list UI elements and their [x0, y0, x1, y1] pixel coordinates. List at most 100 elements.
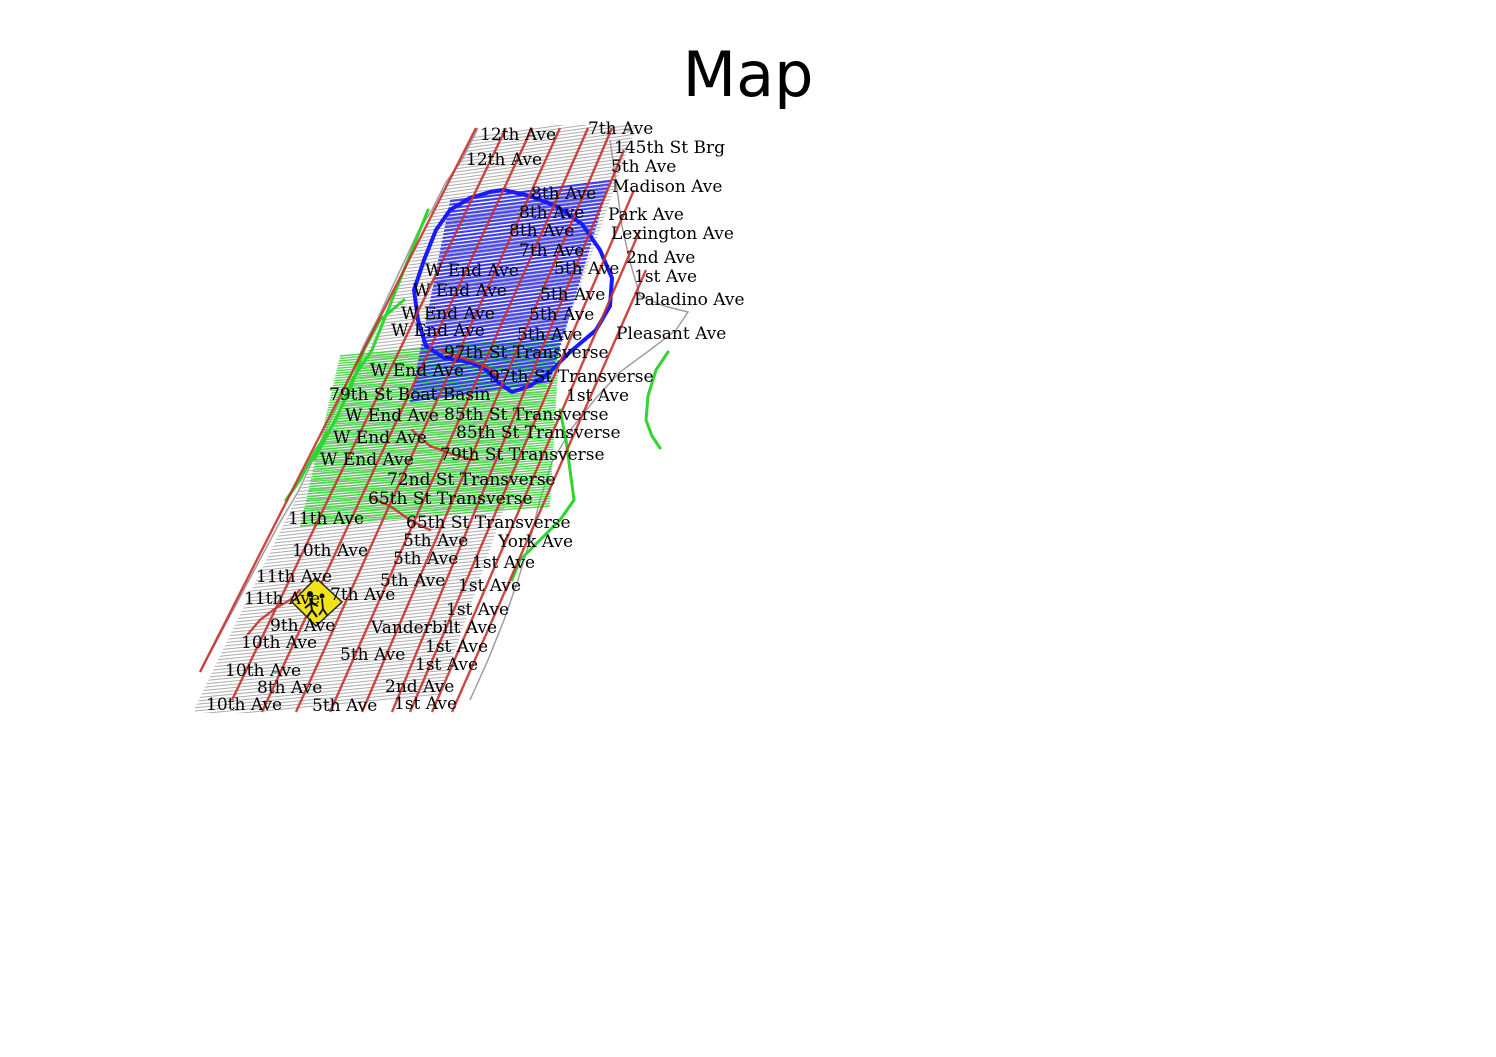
- avenue-line: [294, 127, 562, 713]
- street-label: 1st Ave: [472, 553, 535, 573]
- cross-street: [213, 645, 457, 671]
- avenue-line: [246, 588, 302, 636]
- highlighted-block: [427, 291, 577, 314]
- cross-street: [247, 573, 482, 599]
- park-edge-path: [644, 350, 670, 450]
- highlighted-block: [440, 224, 597, 247]
- cross-street: [266, 535, 495, 561]
- highlighted-block: [437, 242, 592, 266]
- street-label: 1st Ave: [394, 694, 457, 714]
- cross-street: [234, 600, 473, 626]
- cross-street: [209, 652, 455, 678]
- street-label: Vanderbilt Ave: [370, 618, 497, 638]
- highlighted-block: [436, 246, 591, 269]
- street-label: 5th Ave: [380, 571, 445, 591]
- highlighted-block: [429, 283, 580, 306]
- pedestrian-crossing-warning-icon[interactable]: [290, 576, 344, 628]
- street-label: Paladino Ave: [634, 290, 745, 310]
- street-label: Park Ave: [608, 205, 684, 225]
- highlighted-block: [429, 279, 581, 303]
- highlighted-block: [435, 253, 588, 277]
- highlighted-block: [435, 250, 590, 273]
- street-label: 11th Ave: [244, 589, 320, 609]
- park-path: [324, 399, 557, 421]
- street-label: Madison Ave: [612, 177, 722, 197]
- street-label: W End Ave: [413, 281, 507, 301]
- park-path: [312, 451, 554, 473]
- street-label: 10th Ave: [241, 633, 317, 653]
- cross-street: [453, 147, 629, 173]
- street-label: 5th Ave: [517, 325, 582, 345]
- highlighted-block: [438, 239, 593, 262]
- street-label: 1st Ave: [425, 637, 488, 657]
- highlighted-block: [423, 309, 572, 332]
- highlighted-block: [415, 350, 560, 373]
- cross-street: [458, 137, 632, 163]
- avenue-line: [408, 189, 636, 713]
- street-label: 8th Ave: [531, 184, 596, 204]
- street-label: 2nd Ave: [626, 248, 695, 268]
- cross-street: [415, 226, 602, 252]
- street-label: 1st Ave: [634, 267, 697, 287]
- cross-street: [448, 158, 625, 184]
- park-path: [318, 426, 555, 448]
- street-label: 145th St Brg: [614, 138, 725, 158]
- park-path: [313, 448, 554, 471]
- cross-street: [239, 590, 476, 616]
- street-label: 5th Ave: [403, 531, 468, 551]
- street-label: 5th Ave: [393, 549, 458, 569]
- cross-street: [281, 504, 506, 530]
- highlighted-block: [446, 198, 605, 221]
- avenue-line: [430, 229, 642, 713]
- highlighted-block: [433, 261, 586, 284]
- cross-street: [218, 635, 461, 661]
- cross-street: [219, 631, 462, 657]
- highlighted-block: [413, 361, 556, 384]
- street-label: 5th Ave: [554, 259, 619, 279]
- cross-street: [455, 144, 630, 170]
- highlighted-block: [426, 298, 575, 321]
- park-path: [302, 495, 551, 517]
- avenues: [198, 127, 648, 713]
- highlighted-block: [424, 305, 573, 329]
- avenue-line: [390, 149, 626, 713]
- park-path: [326, 394, 557, 416]
- park-path: [303, 490, 551, 512]
- park-path: [305, 483, 552, 505]
- cross-street: [261, 545, 491, 571]
- park-path: [322, 409, 556, 431]
- street-label: 7th Ave: [588, 119, 653, 139]
- park-edge-path: [312, 298, 406, 462]
- avenue-line: [360, 127, 614, 713]
- highlighted-block: [426, 294, 576, 317]
- highlight-outline: [412, 188, 614, 394]
- street-label: 7th Ave: [519, 241, 584, 261]
- street-label: 12th Ave: [480, 125, 556, 145]
- street-label: 10th Ave: [225, 661, 301, 681]
- park-path: [312, 453, 554, 475]
- park-path: [332, 364, 559, 387]
- park-path: [314, 443, 554, 466]
- highlighted-block: [432, 265, 585, 288]
- park-path: [327, 389, 557, 411]
- park-path: [309, 465, 553, 488]
- cross-street: [276, 515, 502, 541]
- cross-street: [272, 521, 500, 547]
- cross-street: [254, 559, 487, 585]
- highlighted-block: [428, 287, 578, 310]
- cross-street: [264, 539, 494, 565]
- street-label: Pleasant Ave: [616, 324, 726, 344]
- cross-street: [464, 125, 636, 149]
- park-path: [315, 438, 554, 461]
- street-label: 1st Ave: [566, 386, 629, 406]
- street-label: 5th Ave: [611, 157, 676, 177]
- park-path: [329, 379, 558, 402]
- street-label: 79th St Transverse: [440, 445, 605, 465]
- park-path: [319, 423, 555, 446]
- park-path: [319, 421, 555, 443]
- street-label: 10th Ave: [292, 541, 368, 561]
- cross-street: [461, 130, 635, 156]
- cross-street: [249, 569, 483, 595]
- street-label: 1st Ave: [415, 655, 478, 675]
